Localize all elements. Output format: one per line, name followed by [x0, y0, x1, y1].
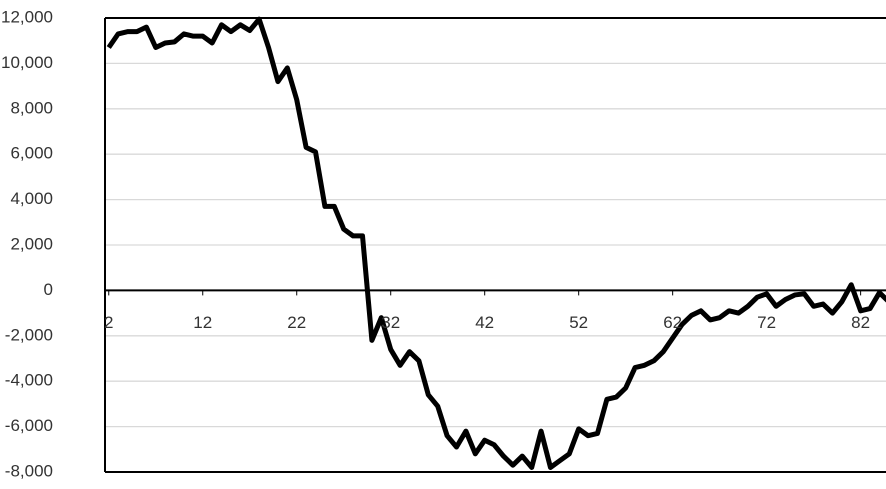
labels: -8,000 -6,000 -4,000 -2,000 0 2,000 4,000 6,000…: [1, 7, 870, 480]
x-tick-label: 22: [287, 313, 306, 332]
x-tick-label: 12: [193, 313, 212, 332]
x-tick-label: 72: [757, 313, 776, 332]
y-tick-label: -4,000: [5, 371, 53, 390]
x-tick-label: 62: [663, 313, 682, 332]
y-tick-label: -2,000: [5, 325, 53, 344]
y-tick-label: 10,000: [1, 53, 53, 72]
x-tick-label: 82: [851, 313, 870, 332]
y-tick-label: -8,000: [5, 461, 53, 480]
y-tick-label: 12,000: [1, 7, 53, 26]
x-tick-label: 42: [475, 313, 494, 332]
x-tick-label: 52: [569, 313, 588, 332]
grid: [104, 17, 886, 473]
y-tick-label: 6,000: [10, 144, 53, 163]
data-line: [106, 16, 886, 470]
y-tick-label: 2,000: [10, 234, 53, 253]
x-tick-label: 2: [104, 313, 113, 332]
y-tick-label: -6,000: [5, 416, 53, 435]
y-tick-label: 4,000: [10, 189, 53, 208]
y-tick-label: 8,000: [10, 98, 53, 117]
x-tick-label: 32: [381, 313, 400, 332]
y-tick-label: 0: [44, 280, 53, 299]
plot: [106, 16, 886, 470]
